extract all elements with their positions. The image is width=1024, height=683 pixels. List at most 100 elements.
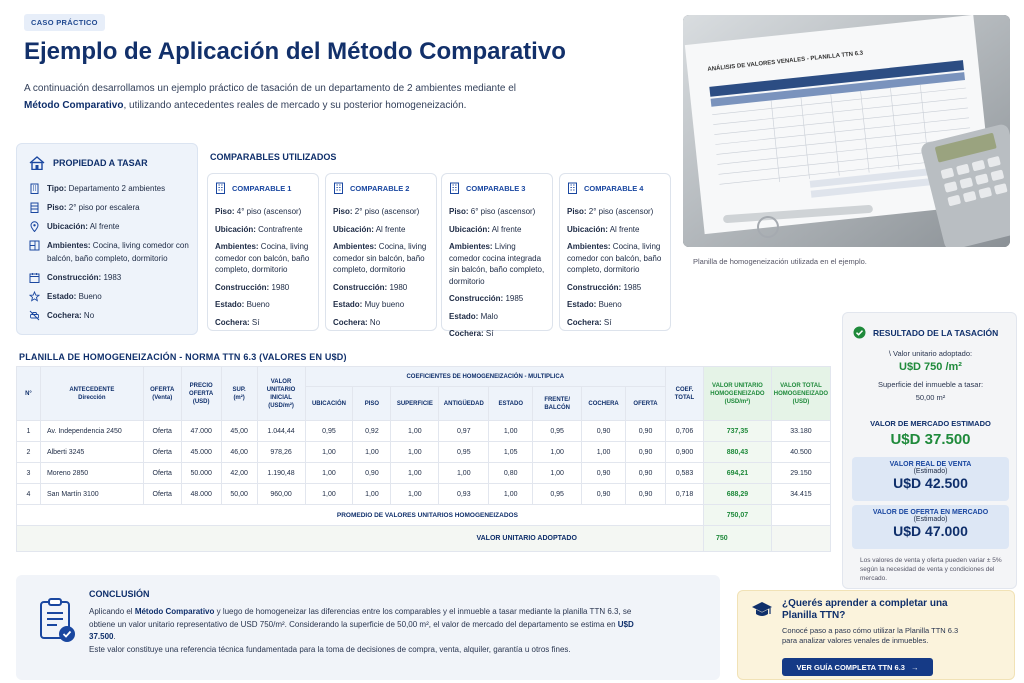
cell-sup: 50,00	[220, 483, 258, 505]
vu-label: \ Valor unitario adoptado:	[888, 349, 973, 358]
cell-n: 1	[16, 420, 41, 442]
th-vu-homog: VALOR UNITARIO HOMOGENEIZADO (USD/m²)	[702, 366, 772, 421]
comparable-piso: Piso: 2° piso (ascensor)	[333, 207, 420, 216]
th-n: N°	[16, 366, 41, 421]
guide-button-label: VER GUÍA COMPLETA TTN 6.3	[796, 662, 905, 672]
cell-total: 0,583	[665, 462, 704, 484]
cell-vth: 34.415	[770, 483, 832, 505]
cell-coef: 0,95	[438, 441, 490, 463]
property-item: Ambientes: Cocina, living comedor con ba…	[29, 239, 195, 265]
vm-value: U$D 37.500	[890, 431, 971, 448]
cell-coef: 0,90	[581, 420, 627, 442]
no-car-icon	[29, 310, 40, 321]
comparable-piso: Piso: 2° piso (ascensor)	[567, 207, 654, 216]
cell-precio: 45.000	[180, 441, 222, 463]
cell-total: 0,718	[665, 483, 704, 505]
cell-dir: Av. Independencia 2450	[39, 420, 144, 442]
cell-precio: 48.000	[180, 483, 222, 505]
th-coef-group: COEFICIENTES DE HOMOGENEIZACIÓN - MULTIP…	[304, 366, 666, 387]
cell-coef: 1,00	[488, 420, 534, 442]
conclusion-text: Aplicando el Método Comparativo y luego …	[89, 607, 634, 654]
cell-dir: Moreno 2850	[39, 462, 144, 484]
photo-caption: Planilla de homogeneización utilizada en…	[693, 257, 867, 266]
cell-coef: 0,90	[625, 462, 666, 484]
cell-coef: 1,00	[304, 462, 354, 484]
sup-label: Superficie del inmueble a tasar:	[877, 380, 984, 389]
building-icon	[216, 182, 225, 194]
floorplan-icon	[29, 240, 40, 251]
comparable-ambientes: Ambientes: Living comedor cocina integra…	[449, 242, 545, 286]
cell-coef: 0,93	[438, 483, 490, 505]
th-coef: UBICACIÓN	[304, 386, 354, 421]
cell-coef: 1,00	[390, 420, 440, 442]
cell-coef: 0,97	[438, 420, 490, 442]
cell-vth: 33.180	[770, 420, 832, 442]
comparable-construccion: Construcción: 1985	[449, 294, 524, 303]
floors-icon	[30, 202, 39, 213]
adoptado-label: VALOR UNITARIO ADOPTADO	[16, 525, 704, 552]
comparable-cochera: Cochera: Sí	[215, 317, 260, 327]
comparable-construccion: Construcción: 1985	[567, 282, 642, 292]
th-precio: PRECIO OFERTA (USD)	[180, 366, 222, 421]
th-sup: SUP. (m²)	[220, 366, 258, 421]
cell-vuh: 737,35	[702, 420, 772, 442]
property-item: Ubicación: Al frente	[29, 220, 195, 233]
comparable-ambientes: Ambientes: Cocina, living comedor con ba…	[215, 242, 310, 274]
th-coef: FRENTE/ BALCÓN	[532, 386, 583, 421]
comparable-ubicacion: Ubicación: Al frente	[333, 224, 406, 234]
graduation-cap-icon	[752, 602, 772, 616]
calendar-icon	[29, 273, 40, 283]
cell-coef: 1,00	[352, 483, 392, 505]
comparable-estado: Estado: Bueno	[567, 300, 622, 309]
cell-tipo: Oferta	[142, 441, 182, 463]
cell-coef: 1,00	[438, 462, 490, 484]
property-item: Construcción: 1983	[29, 271, 195, 284]
vrv-sub: (Estimado)	[913, 468, 948, 475]
guide-button[interactable]: VER GUÍA COMPLETA TTN 6.3 →	[782, 658, 933, 676]
cell-sup: 46,00	[220, 441, 258, 463]
property-item: Cochera: No	[29, 309, 195, 322]
comparable-ubicacion: Ubicación: Al frente	[449, 224, 522, 234]
comparable-title: COMPARABLE 3	[466, 183, 526, 193]
comparable-ambientes: Ambientes: Cocina, living comedor con ba…	[567, 242, 662, 274]
th-coef: SUPERFICIE	[390, 386, 440, 421]
result-panel: RESULTADO DE LA TASACIÓN \ Valor unitari…	[842, 312, 1017, 589]
comparable-title: COMPARABLE 2	[350, 183, 410, 193]
property-item-text: Estado: Bueno	[47, 292, 102, 301]
cell-sup: 42,00	[220, 462, 258, 484]
table-row: 2 Alberti 3245 Oferta 45.000 46,00 978,26 1,00…	[16, 441, 832, 463]
case-badge: CASO PRÁCTICO	[24, 14, 105, 31]
comparable-estado: Estado: Bueno	[215, 300, 270, 309]
th-coef: OFERTA	[625, 386, 666, 421]
comparable-card-4: COMPARABLE 4 Piso: 2° piso (ascensor) Ubic…	[559, 173, 671, 331]
cell-coef: 0,80	[488, 462, 534, 484]
cell-dir: Alberti 3245	[39, 441, 144, 463]
comparable-cochera: Cochera: No	[333, 317, 381, 327]
vrv-value: U$D 42.500	[893, 475, 968, 491]
cell-coef: 0,95	[532, 420, 583, 442]
th-vt-homog: VALOR TOTAL HOMOGENEIZADO (USD)	[770, 366, 832, 421]
cell-coef: 0,95	[532, 483, 583, 505]
cell-vu: 978,26	[256, 441, 306, 463]
house-icon	[29, 156, 45, 170]
cell-dir: San Martín 3100	[39, 483, 144, 505]
cell-n: 4	[16, 483, 41, 505]
cell-vuh: 694,21	[702, 462, 772, 484]
th-coef: ANTIGÜEDAD	[438, 386, 490, 421]
adoptado-value: 750	[702, 525, 772, 552]
comparable-title: COMPARABLE 1	[232, 183, 292, 193]
comparable-cochera: Cochera: Sí	[449, 329, 494, 338]
cell-vth: 40.500	[770, 441, 832, 463]
cell-vuh: 688,29	[702, 483, 772, 505]
property-item: Piso: 2° piso por escalera	[29, 201, 195, 214]
th-coef: COCHERA	[581, 386, 627, 421]
cell-coef: 1,00	[390, 462, 440, 484]
table-row: 4 San Martín 3100 Oferta 48.000 50,00 960,00 1…	[16, 483, 832, 505]
comparable-ubicacion: Ubicación: Contrafrente	[215, 224, 303, 234]
property-item-text: Piso: 2° piso por escalera	[47, 203, 140, 212]
page-title: Ejemplo de Aplicación del Método Compara…	[24, 38, 566, 65]
spreadsheet-photo-illustration: ANÁLISIS DE VALORES VENALES - PLANILLA T…	[683, 15, 1010, 247]
building-icon	[30, 183, 39, 194]
vom-box: VALOR DE OFERTA EN MERCADO (Estimado) U$…	[852, 505, 1009, 549]
cell-n: 2	[16, 441, 41, 463]
